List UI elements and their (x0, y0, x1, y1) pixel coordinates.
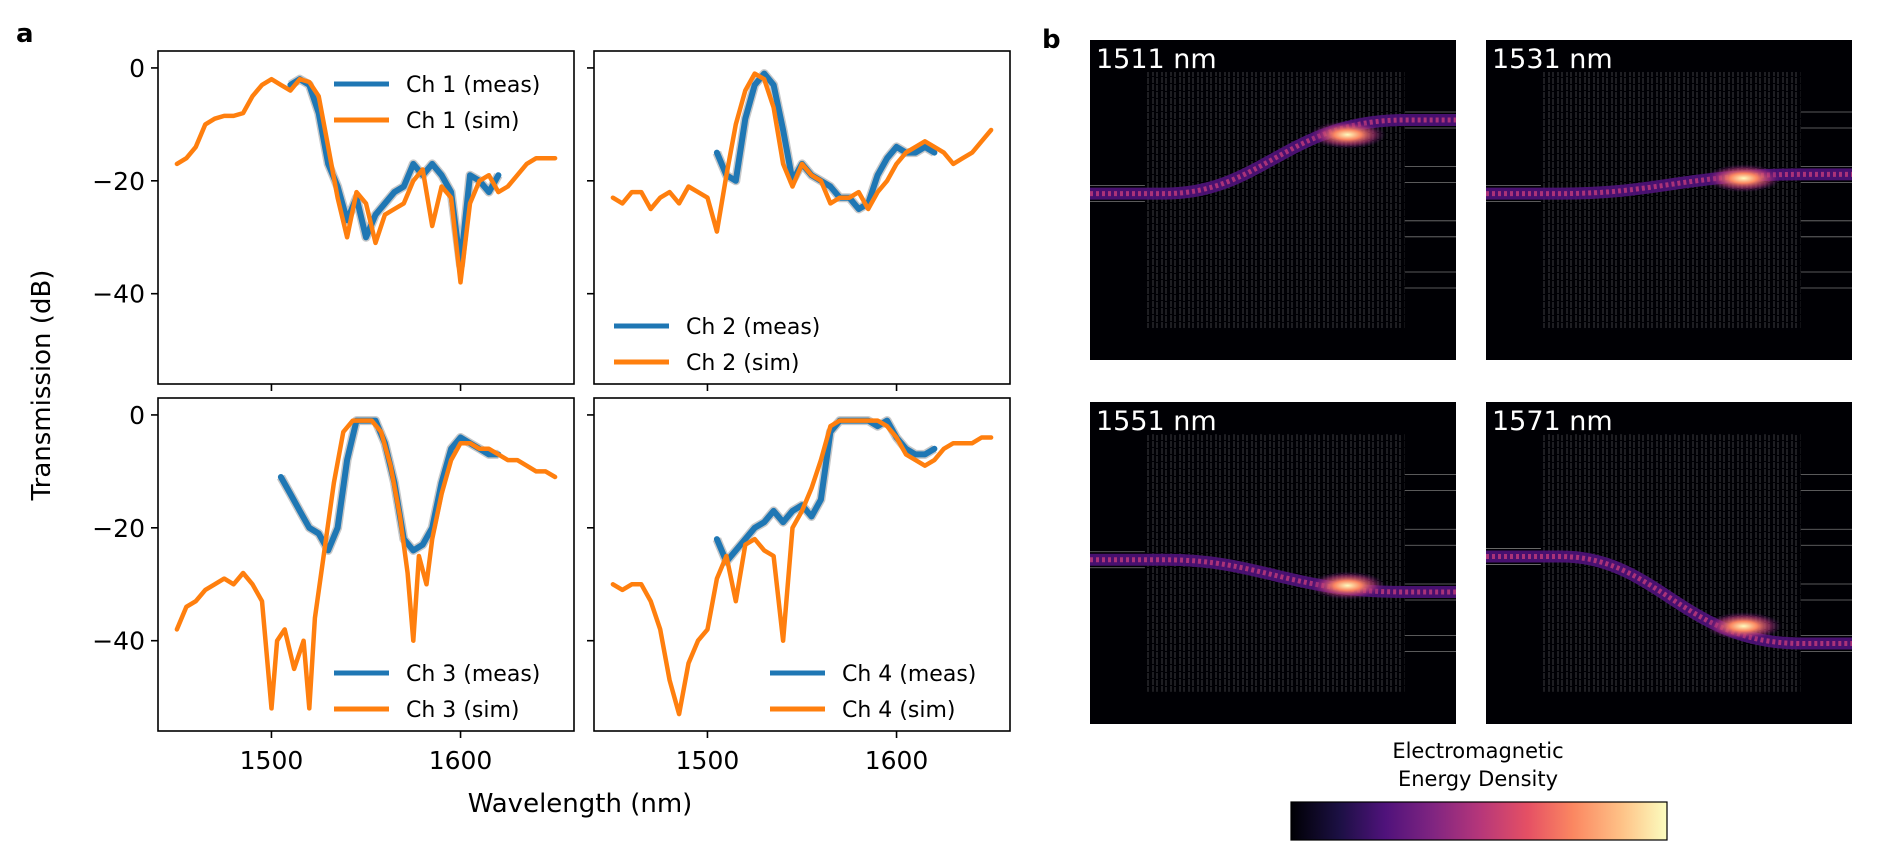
series-line-meas-ch1 (287, 76, 502, 269)
wavelength-label: 1511 nm (1096, 44, 1217, 75)
field-maps: 1511 nm 1531 nm 1551 nm 1571 nm (1090, 40, 1852, 724)
field-map-3: 1551 nm (1090, 402, 1456, 724)
wavelength-label: 1531 nm (1492, 44, 1613, 75)
legend-label-meas: Ch 1 (meas) (406, 73, 540, 98)
energy-path-core (1090, 117, 1456, 197)
y-tick-label: 0 (129, 54, 145, 83)
field-map-4: 1571 nm (1486, 402, 1852, 724)
energy-hotspot (1705, 164, 1782, 193)
series-line-sim-ch1 (174, 76, 558, 285)
legend-label-sim: Ch 3 (sim) (406, 698, 519, 723)
series-line-meas-ch3 (277, 417, 502, 554)
energy-hotspot (1705, 612, 1782, 641)
colorbar-title-line2: Energy Density (1398, 767, 1558, 791)
panel-b-label: b (1042, 25, 1061, 55)
colorbar (1290, 801, 1668, 841)
x-tick-label: 1600 (429, 746, 493, 775)
panel-a-label: a (16, 19, 34, 49)
field-map-2: 1531 nm (1486, 40, 1852, 360)
x-tick-label: 1600 (865, 746, 929, 775)
series-line-meas-ch2 (713, 70, 938, 212)
field-map-1: 1511 nm (1090, 40, 1456, 360)
energy-path-glow (1486, 550, 1852, 650)
y-tick-label: −20 (92, 514, 145, 543)
legend-label-sim: Ch 1 (sim) (406, 109, 519, 134)
axes-frame-ch2 (593, 50, 1011, 385)
subplot-ch3: 0 −20 −40 1500 1600 Ch 3 (meas) Ch 3 (sim) (92, 397, 575, 775)
legend-ch4: Ch 4 (meas) Ch 4 (sim) (770, 662, 976, 723)
axes-frame-ch1 (157, 50, 575, 385)
colorbar-title-line1: Electromagnetic (1392, 739, 1563, 763)
device-structure (1540, 72, 1801, 328)
legend-ch3: Ch 3 (meas) Ch 3 (sim) (334, 662, 540, 723)
energy-hotspot (1309, 120, 1386, 149)
y-tick-label: −40 (92, 627, 145, 656)
axes-frame-ch3 (157, 397, 575, 732)
subplot-ch2: Ch 2 (meas) Ch 2 (sim) (587, 50, 1011, 391)
y-tick-label: −40 (92, 280, 145, 309)
wavelength-label: 1551 nm (1096, 406, 1217, 437)
legend-label-meas: Ch 2 (meas) (686, 315, 820, 340)
series-line-sim-ch3 (174, 418, 558, 711)
y-tick-label: 0 (129, 401, 145, 430)
legend-label-sim: Ch 4 (sim) (842, 698, 955, 723)
legend-label-sim: Ch 2 (sim) (686, 351, 799, 376)
legend-label-meas: Ch 4 (meas) (842, 662, 976, 687)
device-structure (1144, 72, 1405, 328)
subplot-ch1: 0 −20 −40 Ch 1 (meas) Ch 1 (sim) (92, 50, 575, 391)
x-tick-label: 1500 (240, 746, 304, 775)
series-line-sim-ch4 (610, 418, 994, 717)
series-line-sim-ch2 (610, 71, 994, 234)
wavelength-label: 1571 nm (1492, 406, 1613, 437)
subplot-ch4: 1500 1600 Ch 4 (meas) Ch 4 (sim) (587, 397, 1011, 775)
energy-hotspot (1309, 571, 1386, 600)
legend-label-meas: Ch 3 (meas) (406, 662, 540, 687)
y-tick-label: −20 (92, 167, 145, 196)
legend-ch2: Ch 2 (meas) Ch 2 (sim) (614, 315, 820, 376)
y-axis-label: Transmission (dB) (27, 270, 57, 502)
axes-frame-ch4 (593, 397, 1011, 732)
x-tick-label: 1500 (676, 746, 740, 775)
legend-ch1: Ch 1 (meas) Ch 1 (sim) (334, 73, 540, 134)
x-axis-label: Wavelength (nm) (468, 789, 693, 819)
